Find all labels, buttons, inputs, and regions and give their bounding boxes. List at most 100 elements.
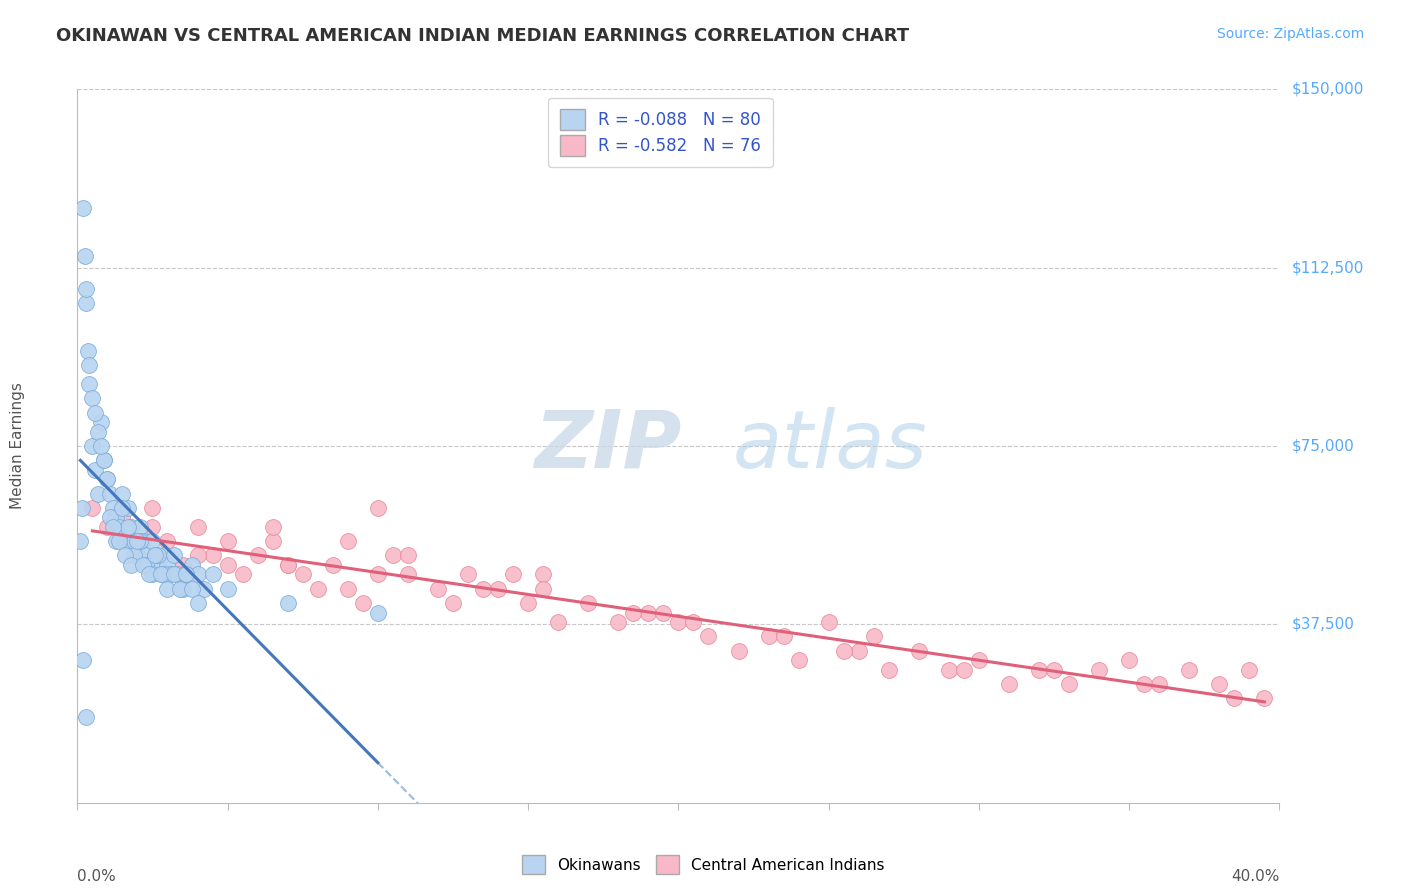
Point xyxy=(75,710,97,724)
Point xyxy=(87,425,110,439)
Point xyxy=(967,653,990,667)
Point xyxy=(637,606,659,620)
Point xyxy=(129,534,152,549)
Point xyxy=(277,558,299,572)
Point xyxy=(172,567,194,582)
Point xyxy=(232,567,254,582)
Point xyxy=(87,486,110,500)
Point xyxy=(127,534,149,549)
Point xyxy=(352,596,374,610)
Text: Source: ZipAtlas.com: Source: ZipAtlas.com xyxy=(1216,27,1364,41)
Point xyxy=(111,486,134,500)
Point xyxy=(193,582,215,596)
Point xyxy=(1057,677,1080,691)
Point xyxy=(246,549,269,563)
Point xyxy=(336,534,359,549)
Point xyxy=(103,520,125,534)
Point xyxy=(84,463,107,477)
Point xyxy=(201,549,224,563)
Text: OKINAWAN VS CENTRAL AMERICAN INDIAN MEDIAN EARNINGS CORRELATION CHART: OKINAWAN VS CENTRAL AMERICAN INDIAN MEDI… xyxy=(56,27,910,45)
Point xyxy=(1133,677,1156,691)
Point xyxy=(1149,677,1171,691)
Point xyxy=(502,567,524,582)
Point xyxy=(697,629,720,643)
Point xyxy=(129,520,152,534)
Point xyxy=(531,567,554,582)
Point xyxy=(427,582,450,596)
Point xyxy=(138,558,160,572)
Point xyxy=(848,643,870,657)
Point xyxy=(124,534,146,549)
Point xyxy=(166,567,188,582)
Point xyxy=(135,549,157,563)
Point xyxy=(172,582,194,596)
Point xyxy=(162,567,184,582)
Point xyxy=(277,596,299,610)
Point xyxy=(96,520,118,534)
Point xyxy=(877,663,900,677)
Point xyxy=(547,615,569,629)
Point xyxy=(156,558,179,572)
Point xyxy=(82,392,104,406)
Point xyxy=(156,534,179,549)
Point xyxy=(1239,663,1261,677)
Point xyxy=(96,472,118,486)
Point xyxy=(90,439,112,453)
Point xyxy=(138,567,160,582)
Point xyxy=(141,534,163,549)
Point xyxy=(1118,653,1140,667)
Point xyxy=(217,558,239,572)
Point xyxy=(396,549,419,563)
Point xyxy=(307,582,329,596)
Text: $37,500: $37,500 xyxy=(1292,617,1354,632)
Point xyxy=(69,534,91,549)
Point xyxy=(186,549,209,563)
Point xyxy=(174,567,197,582)
Point xyxy=(1253,691,1275,706)
Point xyxy=(336,582,359,596)
Legend: Okinawans, Central American Indians: Okinawans, Central American Indians xyxy=(516,849,890,880)
Point xyxy=(159,567,181,582)
Point xyxy=(90,415,112,429)
Point xyxy=(607,615,630,629)
Point xyxy=(277,558,299,572)
Point xyxy=(75,282,97,296)
Point xyxy=(817,615,839,629)
Point xyxy=(652,606,675,620)
Point xyxy=(100,486,122,500)
Point xyxy=(1028,663,1050,677)
Point xyxy=(153,549,176,563)
Point xyxy=(141,500,163,515)
Point xyxy=(108,520,131,534)
Point xyxy=(908,643,931,657)
Point xyxy=(472,582,495,596)
Point xyxy=(1043,663,1066,677)
Point xyxy=(75,296,97,310)
Point xyxy=(186,520,209,534)
Point xyxy=(787,653,810,667)
Text: ZIP: ZIP xyxy=(534,407,682,485)
Point xyxy=(180,582,202,596)
Point xyxy=(150,567,173,582)
Point xyxy=(1223,691,1246,706)
Point xyxy=(517,596,540,610)
Point xyxy=(73,249,96,263)
Point xyxy=(111,510,134,524)
Point xyxy=(262,534,284,549)
Point xyxy=(111,534,134,549)
Point xyxy=(1178,663,1201,677)
Point xyxy=(153,567,176,582)
Point xyxy=(117,520,139,534)
Point xyxy=(114,549,136,563)
Point xyxy=(93,453,115,467)
Point xyxy=(70,500,93,515)
Point xyxy=(174,567,197,582)
Text: 40.0%: 40.0% xyxy=(1232,870,1279,884)
Point xyxy=(105,534,128,549)
Point xyxy=(150,567,173,582)
Point xyxy=(1088,663,1111,677)
Point xyxy=(108,534,131,549)
Point xyxy=(111,500,134,515)
Point xyxy=(145,549,167,563)
Point xyxy=(132,558,155,572)
